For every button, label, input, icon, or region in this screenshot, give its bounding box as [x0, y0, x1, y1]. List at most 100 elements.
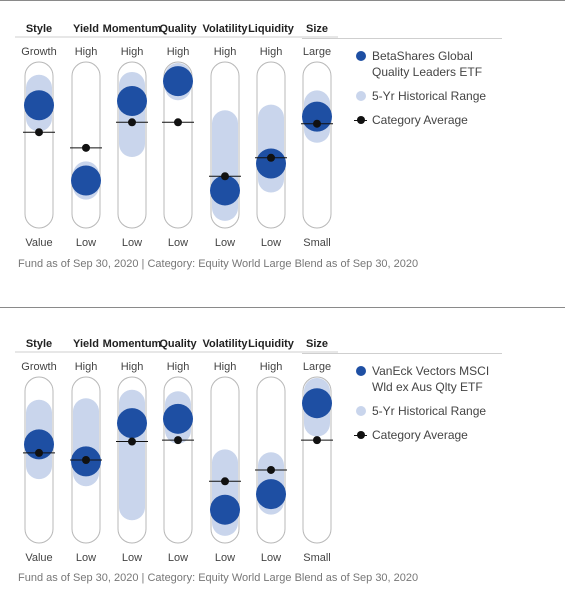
factor-bottom-label: Low — [168, 237, 188, 249]
factor-name-label: Size — [306, 23, 328, 35]
fund-bubble — [163, 66, 193, 97]
factor-panel-1: Style Growth Value Yield High Low Momentum High… — [0, 0, 565, 283]
factor-top-label: High — [121, 361, 144, 373]
factor-bottom-label: Small — [303, 552, 331, 564]
factor-name-label: Size — [306, 338, 328, 350]
factor-bottom-label: Value — [25, 237, 52, 249]
range-dot-icon — [356, 91, 366, 101]
footnote-2: Fund as of Sep 30, 2020 | Category: Equi… — [18, 572, 419, 584]
factor-name-label: Liquidity — [248, 23, 295, 35]
fund-bubble — [117, 408, 147, 439]
range-dot-icon — [356, 406, 366, 416]
legend-1: BetaShares Global Quality Leaders ETF 5-… — [354, 48, 556, 136]
factor-name-label: Momentum — [103, 338, 162, 350]
legend-average: Category Average — [354, 112, 556, 128]
factor-top-label: High — [260, 361, 283, 373]
fund-bubble — [256, 479, 286, 510]
factor-top-label: High — [260, 46, 283, 58]
factor-name-label: Yield — [73, 23, 99, 35]
factor-bottom-label: Small — [303, 237, 331, 249]
factor-bottom-label: Low — [261, 237, 281, 249]
category-average-dot — [221, 477, 229, 486]
legend-range: 5-Yr Historical Range — [356, 88, 556, 104]
fund-bubble — [24, 429, 54, 460]
factor-name-label: Quality — [159, 23, 197, 35]
factor-bottom-label: Low — [215, 237, 235, 249]
factor-chart-2: Style Growth Value Yield High Low Momentum High… — [15, 338, 338, 564]
legend-rule — [302, 353, 502, 354]
factor-name-label: Volatility — [202, 338, 248, 350]
factor-top-label: Growth — [21, 361, 56, 373]
legend-average-label: Category Average — [372, 428, 468, 442]
factor-top-label: Large — [303, 361, 331, 373]
legend-fund-line-1: BetaShares Global — [372, 49, 473, 63]
factor-bottom-label: Low — [168, 552, 188, 564]
factor-track — [302, 61, 332, 229]
legend-rule — [302, 38, 502, 39]
fund-dot-icon — [356, 366, 366, 376]
category-average-dot — [313, 119, 321, 128]
legend-range: 5-Yr Historical Range — [356, 403, 556, 419]
fund-bubble — [210, 494, 240, 525]
fund-bubble — [24, 90, 54, 121]
factor-top-label: High — [214, 46, 237, 58]
average-dot-icon — [357, 116, 365, 124]
factor-name-label: Volatility — [202, 23, 248, 35]
factor-name-label: Quality — [159, 338, 197, 350]
factor-name-label: Style — [26, 338, 52, 350]
factor-bottom-label: Low — [122, 237, 142, 249]
legend-average-label: Category Average — [372, 113, 468, 127]
factor-bottom-label: Low — [215, 552, 235, 564]
fund-bubble — [256, 148, 286, 179]
legend-fund-line-2: Quality Leaders ETF — [372, 65, 483, 79]
category-average-dot — [82, 456, 90, 464]
fund-bubble — [117, 85, 147, 116]
category-average-dot — [35, 448, 43, 457]
legend-fund: BetaShares Global Quality Leaders ETF — [356, 48, 556, 80]
factor-top-label: High — [75, 46, 98, 58]
factor-top-label: High — [167, 361, 190, 373]
average-dot-icon — [357, 431, 365, 439]
factor-top-label: High — [167, 46, 190, 58]
category-average-dot — [221, 172, 229, 181]
category-average-dot — [35, 128, 43, 137]
legend-average: Category Average — [354, 427, 556, 443]
category-average-dot — [128, 437, 136, 446]
legend-fund-line-1: VanEck Vectors MSCI — [372, 364, 490, 378]
factor-name-label: Yield — [73, 338, 99, 350]
factor-bottom-label: Low — [122, 552, 142, 564]
factor-top-label: High — [121, 46, 144, 58]
category-average-dot — [267, 465, 275, 474]
factor-top-label: High — [214, 361, 237, 373]
category-average-dot — [128, 118, 136, 127]
factor-bottom-label: Low — [76, 237, 96, 249]
factor-name-label: Momentum — [103, 23, 162, 35]
top-divider — [0, 0, 565, 1]
factor-chart-1: Style Growth Value Yield High Low Momentum High… — [15, 23, 338, 249]
category-average-dot — [313, 436, 321, 445]
factor-top-label: Large — [303, 46, 331, 58]
footnote-1: Fund as of Sep 30, 2020 | Category: Equi… — [18, 258, 419, 270]
factor-name-label: Style — [26, 23, 52, 35]
fund-bubble — [302, 388, 332, 419]
factor-bottom-label: Low — [261, 552, 281, 564]
legend-fund: VanEck Vectors MSCI Wld ex Aus Qlty ETF — [356, 363, 556, 395]
fund-dot-icon — [356, 51, 366, 61]
category-average-dot — [267, 153, 275, 162]
factor-top-label: High — [75, 361, 98, 373]
middle-divider — [0, 307, 565, 308]
category-average-dot — [174, 436, 182, 445]
factor-bottom-label: Value — [25, 552, 52, 564]
factor-name-label: Liquidity — [248, 338, 295, 350]
category-average-dot — [82, 143, 90, 152]
legend-fund-line-2: Wld ex Aus Qlty ETF — [372, 380, 483, 394]
legend-2: VanEck Vectors MSCI Wld ex Aus Qlty ETF … — [354, 363, 556, 451]
fund-bubble — [71, 165, 101, 196]
factor-panel-2: Style Growth Value Yield High Low Momentum High… — [0, 315, 565, 598]
factor-top-label: Growth — [21, 46, 56, 58]
factor-track — [163, 61, 193, 229]
fund-bubble — [210, 175, 240, 206]
legend-range-label: 5-Yr Historical Range — [372, 404, 487, 418]
factor-bottom-label: Low — [76, 552, 96, 564]
legend-range-label: 5-Yr Historical Range — [372, 89, 487, 103]
